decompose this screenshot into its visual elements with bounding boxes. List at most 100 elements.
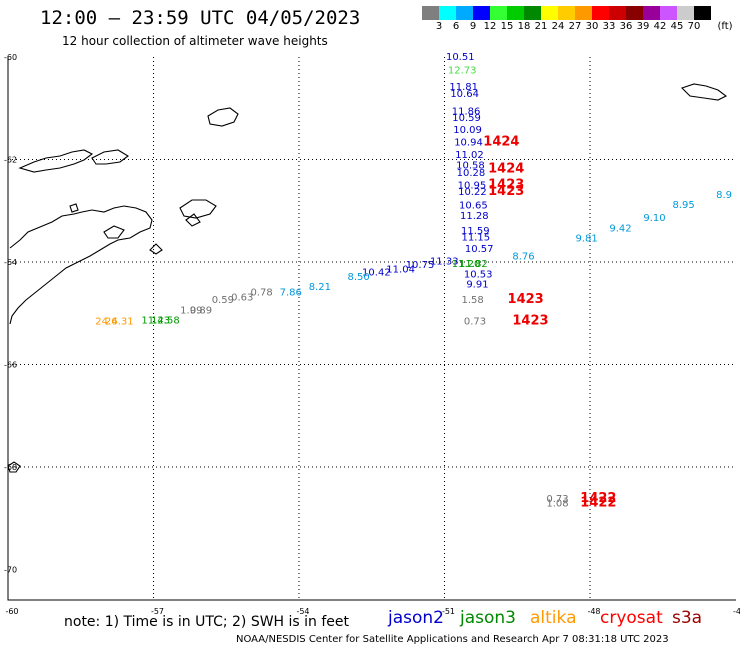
colorbar-label: 12 [483,21,497,32]
antarctic-peninsula-coast [9,205,153,325]
jason2-wave-height-label: 11.04 [386,264,415,275]
colorbar-label: 70 [687,21,701,32]
jason2-wave-height-label: 11.81 [449,82,478,93]
colorbar-swatch [473,6,490,20]
wave-height-label: 0.73 [546,494,568,505]
colorbar-swatch [507,6,524,20]
legend-cryosat: cryosat [600,608,663,628]
latitude-tick-label: -64 [4,258,17,267]
jason2-wave-height-label: 10.94 [454,138,483,149]
colorbar-swatch [439,6,456,20]
altimeter-wave-height-label: 8.76 [512,251,534,262]
lat-lon-grid [7,57,736,601]
latitude-tick-label: -62 [4,156,17,165]
colorbar-swatch [592,6,609,20]
colorbar-label: 33 [602,21,616,32]
altimeter-wave-height-label: 7.86 [280,287,302,298]
colorbar-label: 6 [452,21,460,32]
altimeter-wave-height-label: 8.21 [309,282,331,293]
jason2-wave-height-label: 11.33 [430,257,459,268]
legend-s3a: s3a [672,608,703,628]
jason2-wave-height-label: 11.15 [461,232,490,243]
jason2-wave-height-label: 10.59 [452,113,481,124]
wave-height-label: 1.99 [180,305,202,316]
island-coast [680,83,728,101]
observation-time-label: 1422 [580,495,616,510]
jason2-wave-height-label: 10.42 [362,267,391,278]
colorbar-swatch [456,6,473,20]
colorbar-swatch [490,6,507,20]
legend-altika: altika [530,608,577,628]
longitude-tick-label: -60 [5,607,18,616]
colorbar-label: 45 [670,21,684,32]
longitude-tick-label: -57 [151,607,164,616]
colorbar-label: 36 [619,21,633,32]
island-coast [69,203,79,213]
map-frame [7,57,736,601]
colorbar-label: 42 [653,21,667,32]
colorbar-label: 27 [568,21,582,32]
altimeter-wave-height-label: 8.9 [716,190,732,201]
observation-time-label: 1423 [488,184,524,199]
axis-tick-labels: -60 -62 -64 -66 -68 -70 -60 -57 -54 -51 -48 -45 [4,53,740,616]
colorbar-swatch [575,6,592,20]
jason2-wave-height-label: 11.02 [455,150,484,161]
island-coast [18,149,94,173]
observation-time-label: 1424 [483,135,519,150]
jason3-wave-height-label: 11.43 [141,316,170,327]
colorbar-swatch [609,6,626,20]
jason2-wave-height-label: 9.91 [466,280,488,291]
colorbar-swatch [660,6,677,20]
wave-height-label: 0.78 [251,287,273,298]
wave-height-label: 0.63 [231,292,253,303]
observation-time-label: 1422 [580,491,616,506]
colorbar-label: 24 [551,21,565,32]
colorbar-label: 39 [636,21,650,32]
jason2-wave-height-label: 10.95 [458,181,487,192]
altimeter-wave-height-label: 9.81 [575,234,597,245]
colorbar-swatch [422,6,439,20]
colorbar-swatch [524,6,541,20]
colorbar-swatch [626,6,643,20]
jason2-wave-height-label: 10.09 [453,125,482,136]
jason3-wave-height-label: 11.20 [452,259,481,270]
altimeter-wave-height-label: 8.50 [348,272,370,283]
jason2-wave-height-label: 10.53 [464,269,493,280]
colorbar-swatch [694,6,711,20]
latitude-tick-label: -70 [4,566,17,575]
jason2-wave-height-label: 10.28 [457,168,486,179]
altika-wave-height-label: 24.31 [105,317,134,328]
longitude-tick-label: -51 [442,607,455,616]
colorbar-swatch [643,6,660,20]
jason2-wave-height-label: 11.59 [461,226,490,237]
observation-time-label: 1424 [488,161,524,176]
jason2-wave-height-label: 10.58 [456,161,485,172]
jason2-wave-height-label: 10.57 [465,244,494,255]
footer-note: note: 1) Time is in UTC; 2) SWH is in fe… [64,614,350,630]
island-coast [103,225,125,239]
longitude-tick-label: -54 [296,607,309,616]
jason3-wave-height-label: 11.82 [459,259,488,270]
observation-time-label: 1423 [488,178,524,193]
altimeter-wave-height-label: 9.10 [643,213,665,224]
jason2-wave-height-label: 11.86 [452,106,481,117]
altimeter-wave-height-label: 8.95 [672,200,694,211]
altimeter-wave-height-label: 9.42 [609,223,631,234]
observation-time-label: 1423 [512,314,548,329]
colorbar-label: 15 [500,21,514,32]
colorbar-label: 18 [517,21,531,32]
page-subtitle: 12 hour collection of altimeter wave hei… [62,34,328,48]
observation-time-label: 1423 [508,292,544,307]
longitude-tick-label: -45 [733,607,740,616]
wave-height-label: 0.59 [212,295,234,306]
jason2-wave-height-label: 10.51 [446,52,475,63]
legend-jason2: jason2 [388,608,444,628]
island-coast [7,461,21,473]
wave-height-colorbar [422,6,711,20]
colorbar-swatch [541,6,558,20]
jason2-wave-height-label: 10.22 [458,187,487,198]
wave-height-label: 1.08 [546,498,568,509]
jason2-wave-height-label: 11.28 [460,211,489,222]
latitude-tick-label: -60 [4,53,17,62]
